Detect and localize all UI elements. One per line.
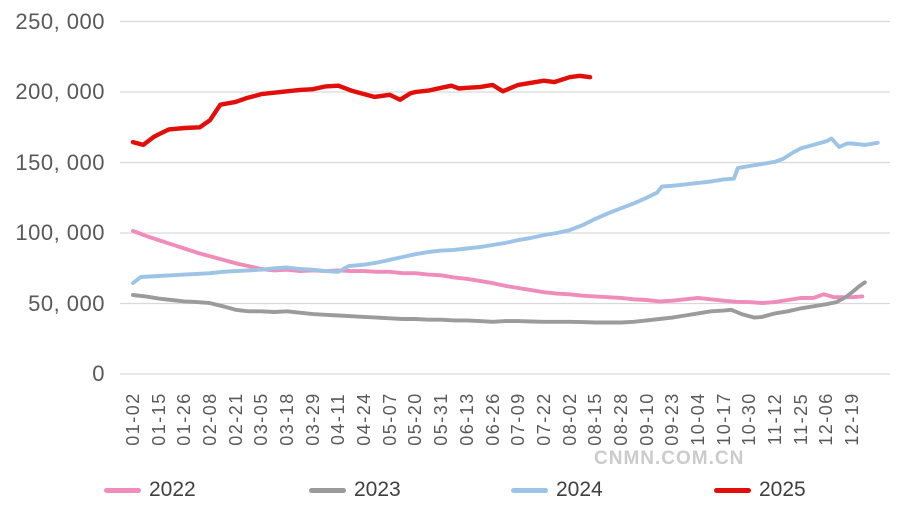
series-line-2024 [131,136,880,286]
x-axis-label: 10-04 [687,392,708,446]
legend-marker [511,487,548,493]
x-axis-label: 06-26 [482,392,503,446]
x-axis-label: 07-09 [508,392,529,446]
y-axis-label: 250, 000 [15,8,105,34]
x-axis-label: 05-20 [405,392,426,446]
x-axis-label: 01-15 [148,392,169,446]
legend: 2022 2023 2024 2025 [0,477,900,503]
y-axis-label: 150, 000 [15,149,105,175]
watermark: CNMN.COM.CN [594,448,745,469]
legend-label: 2023 [354,478,401,501]
x-axis-label: 09-23 [662,392,683,446]
series-line-2022 [131,228,865,306]
x-axis-label: 05-07 [379,392,400,446]
x-axis-label: 10-30 [739,392,760,446]
legend-item-2022: 2022 [104,477,196,503]
x-axis-label: 02-21 [225,392,246,446]
x-axis-label: 06-13 [456,392,477,446]
y-axis-label: 100, 000 [15,220,105,245]
x-axis-label: 03-18 [277,392,298,446]
x-axis-label: 11-12 [765,392,785,446]
x-axis-label: 03-29 [302,392,323,446]
x-axis-label: 01-26 [174,392,195,446]
legend-marker [309,487,346,493]
x-axis-label: 01-02 [123,392,143,446]
x-axis-label: 03-05 [251,392,272,446]
legend-label: 2024 [556,478,603,501]
legend-label: 2022 [149,478,196,501]
x-axis-label: 08-28 [610,392,631,446]
x-axis-label: 02-08 [200,392,221,446]
series-line-2025 [130,73,593,148]
y-axis-label: 50, 000 [28,290,105,316]
series-line-2023 [131,280,867,325]
legend-label: 2025 [759,478,806,501]
legend-marker [714,487,751,493]
x-axis-label: 11-25 [790,392,811,446]
x-axis-label: 12-19 [842,392,863,446]
legend-item-2025: 2025 [714,477,806,503]
x-axis-label: 08-15 [585,392,606,446]
legend-item-2023: 2023 [309,477,401,503]
x-axis-label: 10-17 [713,392,734,446]
x-axis-label: 04-11 [328,392,349,446]
x-axis-label: 05-31 [431,392,452,446]
x-axis-label: 08-02 [559,392,580,446]
legend-marker [104,487,141,493]
x-axis-label: 04-24 [354,392,375,446]
y-axis-label: 0 [92,361,105,386]
y-axis-label: 200, 000 [15,79,105,104]
x-axis-label: 12-06 [816,392,837,446]
x-axis-label: 09-10 [636,392,657,446]
legend-item-2024: 2024 [511,477,603,503]
x-axis-label: 07-22 [533,392,554,446]
